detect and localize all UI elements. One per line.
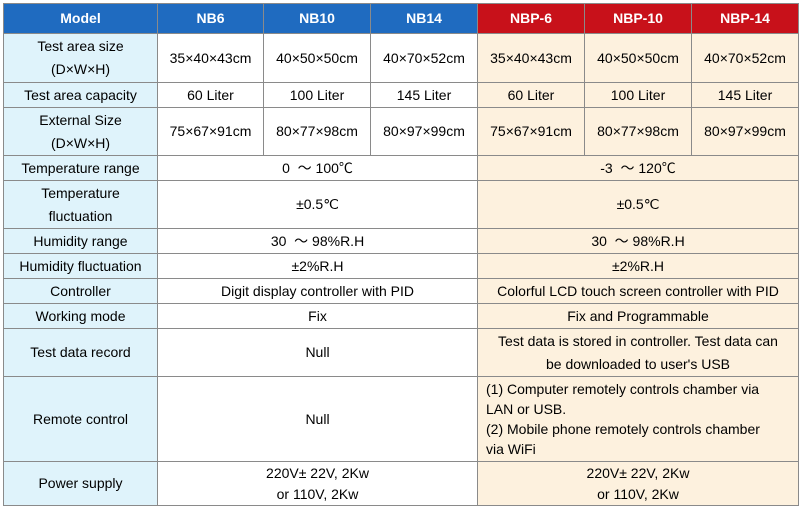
cell-nb: Fix — [157, 303, 478, 329]
row-label: Temperature fluctuation — [3, 180, 158, 229]
cell-nb: 30 ～ 98%R.H — [157, 228, 478, 254]
row-label: Test data record — [3, 328, 158, 377]
cell-nbp: Fix and Programmable — [477, 303, 799, 329]
row-temperature-fluctuation: Temperature fluctuation ±0.5℃ ±0.5℃ — [3, 180, 799, 229]
header-row: Model NB6 NB10 NB14 NBP-6 NBP-10 NBP-14 — [3, 3, 799, 34]
cell-nb10: 40×50×50cm — [263, 33, 371, 83]
row-label: Humidity range — [3, 228, 158, 254]
row-label: Power supply — [3, 461, 158, 506]
cell-nbp: Test data is stored in controller. Test … — [477, 328, 799, 377]
row-temperature-range: Temperature range 0 ～ 100℃ -3 ～ 120℃ — [3, 155, 799, 181]
row-power-supply: Power supply 220V± 22V, 2Kw or 110V, 2Kw… — [3, 461, 799, 506]
cell-nb14: 80×97×99cm — [370, 107, 478, 156]
cell-nb14: 145 Liter — [370, 82, 478, 108]
cell-nb6: 35×40×43cm — [157, 33, 264, 83]
header-nbp14: NBP-14 — [691, 3, 799, 34]
cell-nbp: (1) Computer remotely controls chamber v… — [477, 376, 799, 462]
cell-nb: 220V± 22V, 2Kw or 110V, 2Kw — [157, 461, 478, 506]
row-humidity-fluctuation: Humidity fluctuation ±2%R.H ±2%R.H — [3, 253, 799, 279]
cell-nbp: -3 ～ 120℃ — [477, 155, 799, 181]
row-test-data-record: Test data record Null Test data is store… — [3, 328, 799, 377]
cell-nb14: 40×70×52cm — [370, 33, 478, 83]
cell-nb: Null — [157, 328, 478, 377]
header-nb6: NB6 — [157, 3, 264, 34]
cell-nbp14: 145 Liter — [691, 82, 799, 108]
cell-nbp10: 40×50×50cm — [584, 33, 692, 83]
cell-nbp: 220V± 22V, 2Kw or 110V, 2Kw — [477, 461, 799, 506]
header-nb10: NB10 — [263, 3, 371, 34]
header-nbp10: NBP-10 — [584, 3, 692, 34]
row-label: Humidity fluctuation — [3, 253, 158, 279]
cell-nb: ±0.5℃ — [157, 180, 478, 229]
cell-nbp6: 60 Liter — [477, 82, 585, 108]
row-working-mode: Working mode Fix Fix and Programmable — [3, 303, 799, 329]
cell-nbp10: 100 Liter — [584, 82, 692, 108]
cell-nbp: 30 ～ 98%R.H — [477, 228, 799, 254]
row-label: Remote control — [3, 376, 158, 462]
cell-nb: ±2%R.H — [157, 253, 478, 279]
cell-nbp14: 40×70×52cm — [691, 33, 799, 83]
cell-nb: Digit display controller with PID — [157, 278, 478, 304]
cell-nb10: 100 Liter — [263, 82, 371, 108]
cell-nbp: ±2%R.H — [477, 253, 799, 279]
cell-nb6: 75×67×91cm — [157, 107, 264, 156]
row-test-area-size: Test area size (D×W×H) 35×40×43cm 40×50×… — [3, 33, 799, 83]
cell-nb6: 60 Liter — [157, 82, 264, 108]
row-controller: Controller Digit display controller with… — [3, 278, 799, 304]
cell-nbp6: 75×67×91cm — [477, 107, 585, 156]
header-nb14: NB14 — [370, 3, 478, 34]
row-label: Test area capacity — [3, 82, 158, 108]
row-label: Working mode — [3, 303, 158, 329]
row-label: External Size (D×W×H) — [3, 107, 158, 156]
cell-nbp: ±0.5℃ — [477, 180, 799, 229]
cell-nb10: 80×77×98cm — [263, 107, 371, 156]
row-external-size: External Size (D×W×H) 75×67×91cm 80×77×9… — [3, 107, 799, 156]
row-label: Temperature range — [3, 155, 158, 181]
cell-nbp: Colorful LCD touch screen controller wit… — [477, 278, 799, 304]
cell-nbp6: 35×40×43cm — [477, 33, 585, 83]
cell-nbp14: 80×97×99cm — [691, 107, 799, 156]
row-label: Controller — [3, 278, 158, 304]
spec-table: Model NB6 NB10 NB14 NBP-6 NBP-10 NBP-14 … — [3, 3, 799, 506]
row-humidity-range: Humidity range 30 ～ 98%R.H 30 ～ 98%R.H — [3, 228, 799, 254]
header-nbp6: NBP-6 — [477, 3, 585, 34]
cell-nb: Null — [157, 376, 478, 462]
row-label: Test area size (D×W×H) — [3, 33, 158, 83]
row-capacity: Test area capacity 60 Liter 100 Liter 14… — [3, 82, 799, 108]
cell-nb: 0 ～ 100℃ — [157, 155, 478, 181]
row-remote-control: Remote control Null (1) Computer remotel… — [3, 376, 799, 462]
cell-nbp10: 80×77×98cm — [584, 107, 692, 156]
header-model: Model — [3, 3, 158, 34]
